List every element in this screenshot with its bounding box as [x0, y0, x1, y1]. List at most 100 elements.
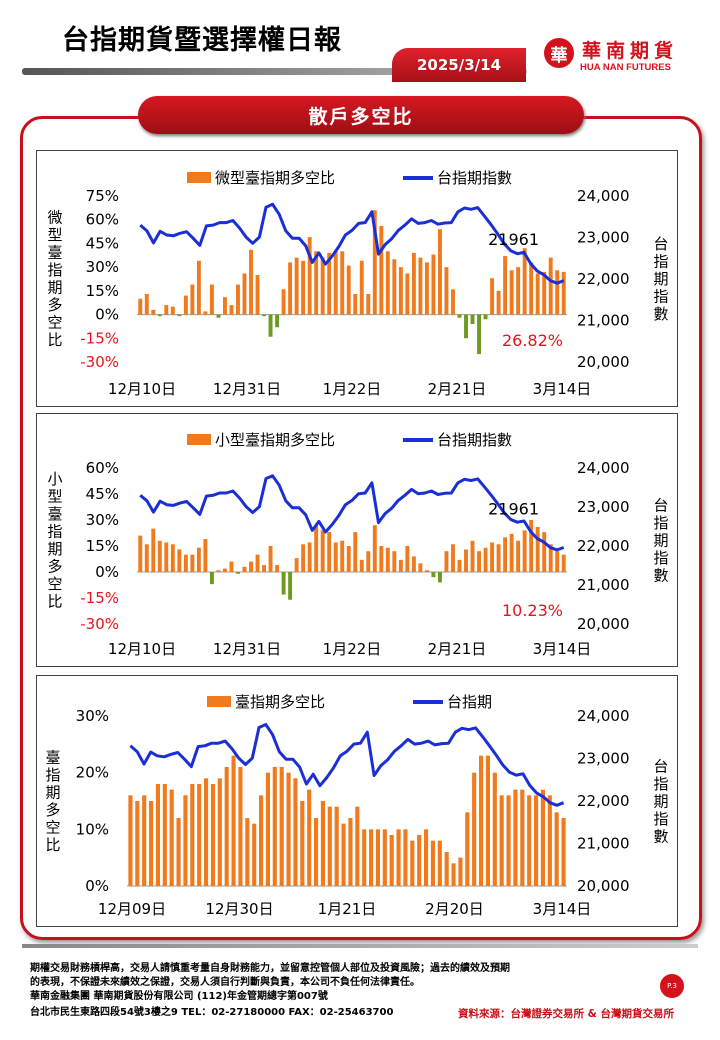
ratio-bar	[375, 829, 380, 886]
y-right-label: 指	[653, 549, 668, 567]
ratio-bar	[398, 559, 403, 572]
ratio-bar	[238, 767, 243, 886]
y-left-label: 臺	[47, 505, 62, 523]
legend-line-label: 台指期指數	[437, 431, 512, 449]
ratio-bar	[418, 257, 423, 315]
x-tick: 12月31日	[213, 380, 281, 398]
ratio-bar	[496, 544, 501, 572]
ratio-bar	[346, 546, 351, 572]
ratio-bar	[217, 778, 222, 886]
ratio-bar	[355, 806, 360, 886]
y-left-tick: 30%	[86, 258, 119, 276]
ratio-bar	[307, 237, 312, 315]
y-right-label: 數	[653, 827, 668, 845]
ratio-bar	[128, 795, 133, 886]
legend-bar-label: 小型臺指期多空比	[215, 431, 335, 449]
y-right-label: 期	[653, 792, 668, 810]
y-right-label: 數	[653, 566, 668, 584]
y-right-label: 期	[653, 270, 668, 288]
ratio-bar	[548, 257, 553, 315]
ratio-bar	[279, 767, 284, 886]
y-right-tick: 24,000	[577, 707, 630, 725]
ratio-bar	[286, 772, 291, 886]
ratio-bar	[470, 540, 475, 572]
ratio-bar	[177, 549, 182, 572]
ratio-bar	[403, 829, 408, 886]
ratio-bar	[457, 314, 462, 318]
index-line	[139, 474, 565, 552]
ratio-bar	[341, 823, 346, 886]
ratio-bar	[327, 806, 332, 886]
ratio-bar	[465, 812, 470, 886]
y-left-tick: 0%	[95, 306, 119, 324]
ratio-bar	[138, 535, 143, 572]
ratio-bar	[503, 256, 508, 315]
legend-bar-swatch	[187, 434, 211, 445]
ratio-bar	[529, 262, 534, 315]
latest-index-annotation: 21961	[488, 500, 539, 519]
y-left-tick: 10%	[76, 820, 109, 838]
ratio-bar	[424, 829, 429, 886]
ratio-bar	[372, 525, 377, 572]
y-right-tick: 20,000	[577, 877, 630, 895]
ratio-bar	[249, 561, 253, 572]
y-right-tick: 21,000	[577, 835, 630, 853]
ratio-bar	[224, 767, 229, 886]
ratio-bar	[268, 546, 273, 572]
y-right-label: 指	[653, 810, 668, 828]
y-right-tick: 21,000	[577, 576, 630, 594]
ratio-bar	[405, 273, 410, 315]
ratio-bar	[293, 778, 298, 886]
ratio-bar	[359, 559, 364, 572]
ratio-bar	[542, 532, 547, 572]
ratio-bar	[288, 262, 293, 315]
taiex-ratio-chart: 30% 20% 10% 0% 24,000 23,000 22,000 21,000 20,00…	[36, 675, 678, 927]
ratio-bar	[490, 542, 495, 572]
footer-divider	[22, 944, 698, 948]
y-left-label: 期	[45, 784, 60, 802]
ratio-bar	[209, 572, 214, 585]
ratio-bar	[268, 314, 273, 337]
ratio-bar	[288, 572, 293, 600]
y-right-tick: 23,000	[577, 750, 630, 768]
ratio-bar	[472, 772, 477, 886]
ratio-bar	[249, 249, 253, 315]
ratio-bar	[444, 267, 449, 315]
y-right-tick: 23,000	[577, 498, 630, 516]
ratio-bar	[362, 829, 367, 886]
x-tick: 12月10日	[108, 640, 176, 658]
ratio-bar	[151, 528, 156, 572]
chart-svg: 30% 20% 10% 0% 24,000 23,000 22,000 21,000 20,00…	[45, 693, 668, 918]
ratio-bar	[216, 570, 221, 572]
y-left-tick: -30%	[80, 353, 119, 371]
y-right-label: 台	[653, 757, 668, 775]
ratio-bar	[281, 289, 286, 315]
ratio-bar	[183, 554, 188, 572]
ratio-bar	[424, 262, 429, 315]
y-left-label: 比	[47, 331, 62, 349]
ratio-bar	[451, 289, 455, 315]
ratio-bar	[169, 789, 174, 886]
ratio-bar	[333, 542, 338, 572]
ratio-bar	[275, 565, 280, 572]
data-source: 資料來源：台灣證券交易所 & 台灣期貨交易所	[458, 1008, 674, 1020]
ratio-bar	[142, 795, 147, 886]
ratio-bar	[149, 801, 154, 886]
ratio-bar	[216, 314, 221, 318]
ratio-bar	[372, 210, 377, 315]
ratio-bar	[542, 271, 547, 315]
ratio-bar	[135, 801, 140, 886]
ratio-bar	[301, 544, 306, 572]
ratio-bar	[527, 795, 532, 886]
ratio-bar	[464, 314, 468, 339]
ratio-bar	[424, 570, 429, 572]
ratio-bar	[438, 572, 442, 583]
y-right-label: 數	[653, 305, 668, 323]
ratio-bar	[196, 547, 201, 572]
disclaimer-line-2: 的表現，不保證未來績效之保證，交易人須自行判斷與負責，本公司不負任何法律責任。	[30, 977, 420, 988]
ratio-bar	[555, 270, 560, 315]
ratio-bar	[437, 840, 442, 886]
ratio-bar	[334, 806, 339, 886]
ratio-bar	[353, 532, 358, 572]
y-left-tick: -30%	[80, 615, 119, 633]
